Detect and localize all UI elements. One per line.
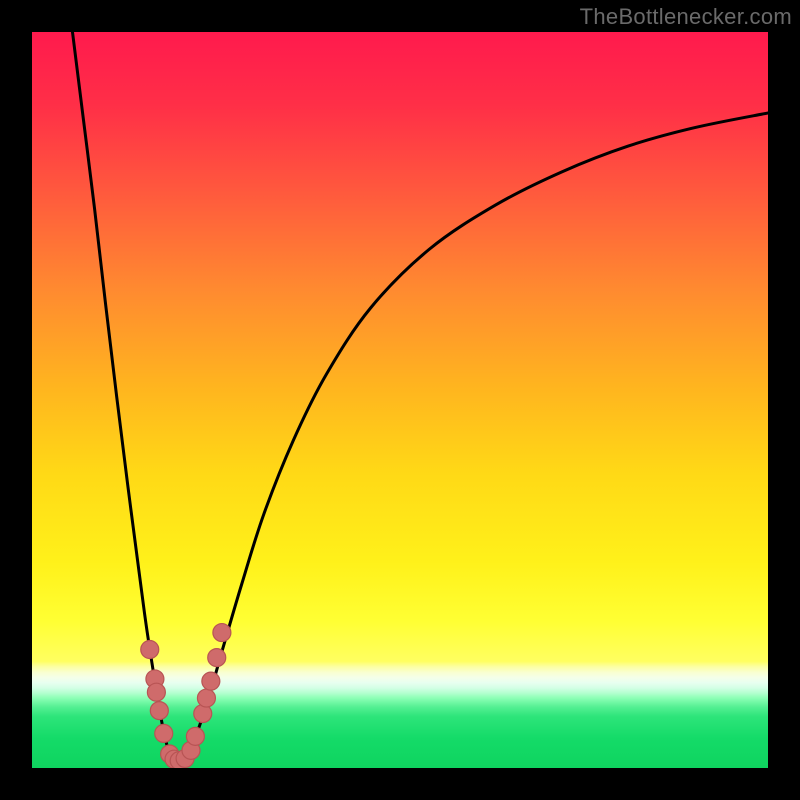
data-marker [141,641,159,659]
data-markers [32,32,768,768]
data-marker [208,649,226,667]
data-marker [186,727,204,745]
data-marker [202,672,220,690]
data-marker [155,724,173,742]
data-marker [150,702,168,720]
data-marker [213,624,231,642]
chart-container: TheBottlenecker.com [0,0,800,800]
plot-area [32,32,768,768]
data-marker [147,683,165,701]
watermark-text: TheBottlenecker.com [580,4,792,30]
data-marker [197,689,215,707]
